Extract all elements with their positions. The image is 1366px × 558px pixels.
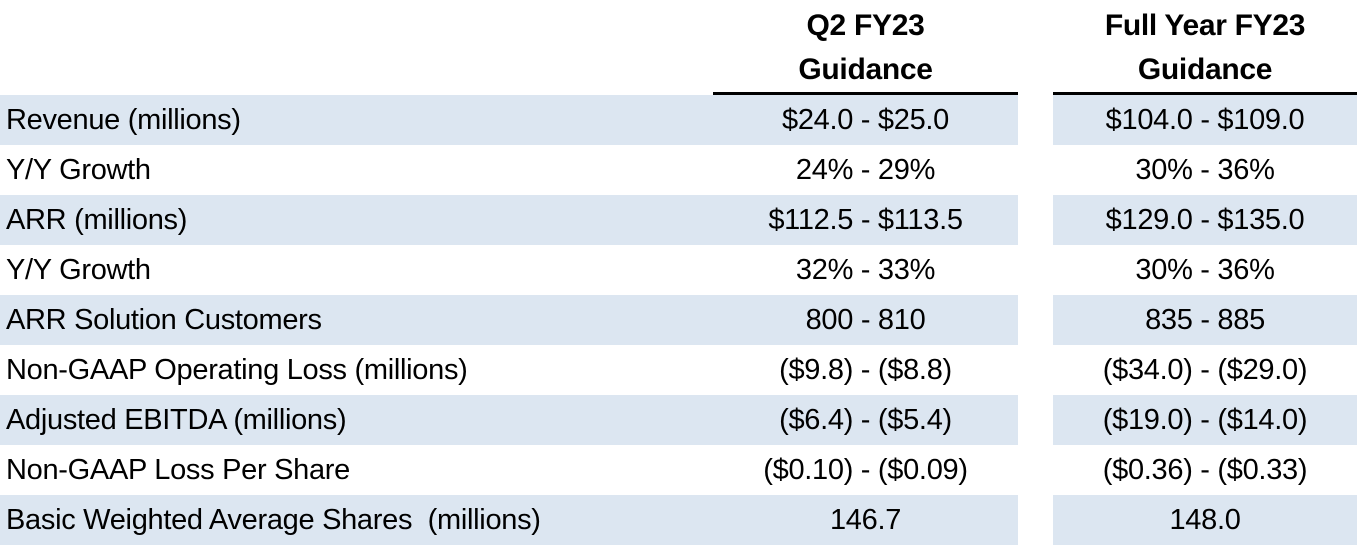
- full-year-value: 30% - 36%: [1135, 153, 1275, 186]
- row-label: ARR (millions): [0, 195, 713, 245]
- column-gap: [1018, 145, 1053, 195]
- row-label: Basic Weighted Average Shares (millions): [0, 495, 713, 545]
- column-gap: [1018, 395, 1053, 445]
- column-header-fy-line1: Full Year FY23: [1104, 9, 1306, 42]
- q2-value: 32% - 33%: [795, 253, 936, 286]
- full-year-value: ($34.0) - ($29.0): [1102, 353, 1308, 386]
- right-margin: [1357, 195, 1366, 245]
- row-label: ARR Solution Customers: [0, 295, 713, 345]
- column-gap: [1018, 495, 1053, 545]
- column-gap: [1018, 445, 1053, 495]
- column-gap: [1018, 345, 1053, 395]
- column-gap: [1018, 245, 1053, 295]
- column-header-fy-line2: Guidance: [1137, 53, 1273, 86]
- full-year-value: 30% - 36%: [1135, 253, 1275, 286]
- q2-value: $112.5 - $113.5: [713, 195, 1018, 245]
- table-body: Revenue (millions) $24.0 - $25.0 $104.0 …: [0, 95, 1366, 545]
- column-header-q2-line1: Q2 FY23: [806, 9, 925, 42]
- column-gap: [1018, 95, 1053, 145]
- table-row-non-gaap-loss-per-share: Non-GAAP Loss Per Share ($0.10) - ($0.09…: [0, 445, 1366, 495]
- full-year-value: $129.0 - $135.0: [1053, 195, 1357, 245]
- column-header-q2-line2: Guidance: [798, 53, 933, 86]
- right-margin: [1357, 245, 1366, 295]
- row-label: Y/Y Growth: [6, 253, 151, 286]
- q2-value: ($0.10) - ($0.09): [763, 453, 968, 486]
- column-gap: [1018, 195, 1053, 245]
- right-margin: [1357, 95, 1366, 145]
- row-label: Adjusted EBITDA (millions): [0, 395, 713, 445]
- header-gap: [1018, 0, 1053, 95]
- table-row-arr: ARR (millions) $112.5 - $113.5 $129.0 - …: [0, 195, 1366, 245]
- q2-value: ($6.4) - ($5.4): [713, 395, 1018, 445]
- full-year-value: ($19.0) - ($14.0): [1053, 395, 1357, 445]
- header-right-margin: [1357, 0, 1366, 95]
- table-row-revenue: Revenue (millions) $24.0 - $25.0 $104.0 …: [0, 95, 1366, 145]
- q2-value: 24% - 29%: [795, 153, 936, 186]
- column-header-full-year-fy23-guidance: Full Year FY23 Guidance: [1053, 0, 1357, 95]
- table-row-arr-solution-customers: ARR Solution Customers 800 - 810 835 - 8…: [0, 295, 1366, 345]
- right-margin: [1357, 395, 1366, 445]
- right-margin: [1357, 495, 1366, 545]
- row-label: Non-GAAP Operating Loss (millions): [6, 353, 468, 386]
- q2-value: 800 - 810: [713, 295, 1018, 345]
- table-row-adjusted-ebitda: Adjusted EBITDA (millions) ($6.4) - ($5.…: [0, 395, 1366, 445]
- q2-value: $24.0 - $25.0: [713, 95, 1018, 145]
- column-header-q2-fy23-guidance: Q2 FY23 Guidance: [713, 0, 1018, 95]
- table-header-row: Q2 FY23 Guidance Full Year FY23 Guidance: [0, 0, 1366, 95]
- full-year-value: ($0.36) - ($0.33): [1102, 453, 1308, 486]
- full-year-value: 835 - 885: [1053, 295, 1357, 345]
- row-label: Non-GAAP Loss Per Share: [6, 453, 350, 486]
- right-margin: [1357, 445, 1366, 495]
- right-margin: [1357, 145, 1366, 195]
- right-margin: [1357, 345, 1366, 395]
- table-row-revenue-yy-growth: Y/Y Growth 24% - 29% 30% - 36%: [0, 145, 1366, 195]
- q2-value: ($9.8) - ($8.8): [779, 353, 952, 386]
- table-row-basic-weighted-average-shares: Basic Weighted Average Shares (millions)…: [0, 495, 1366, 545]
- row-label: Revenue (millions): [0, 95, 713, 145]
- full-year-value: $104.0 - $109.0: [1053, 95, 1357, 145]
- table-row-non-gaap-operating-loss: Non-GAAP Operating Loss (millions) ($9.8…: [0, 345, 1366, 395]
- header-spacer: [0, 0, 713, 95]
- right-margin: [1357, 295, 1366, 345]
- table-row-arr-yy-growth: Y/Y Growth 32% - 33% 30% - 36%: [0, 245, 1366, 295]
- row-label: Y/Y Growth: [6, 153, 151, 186]
- q2-value: 146.7: [713, 495, 1018, 545]
- column-gap: [1018, 295, 1053, 345]
- full-year-value: 148.0: [1053, 495, 1357, 545]
